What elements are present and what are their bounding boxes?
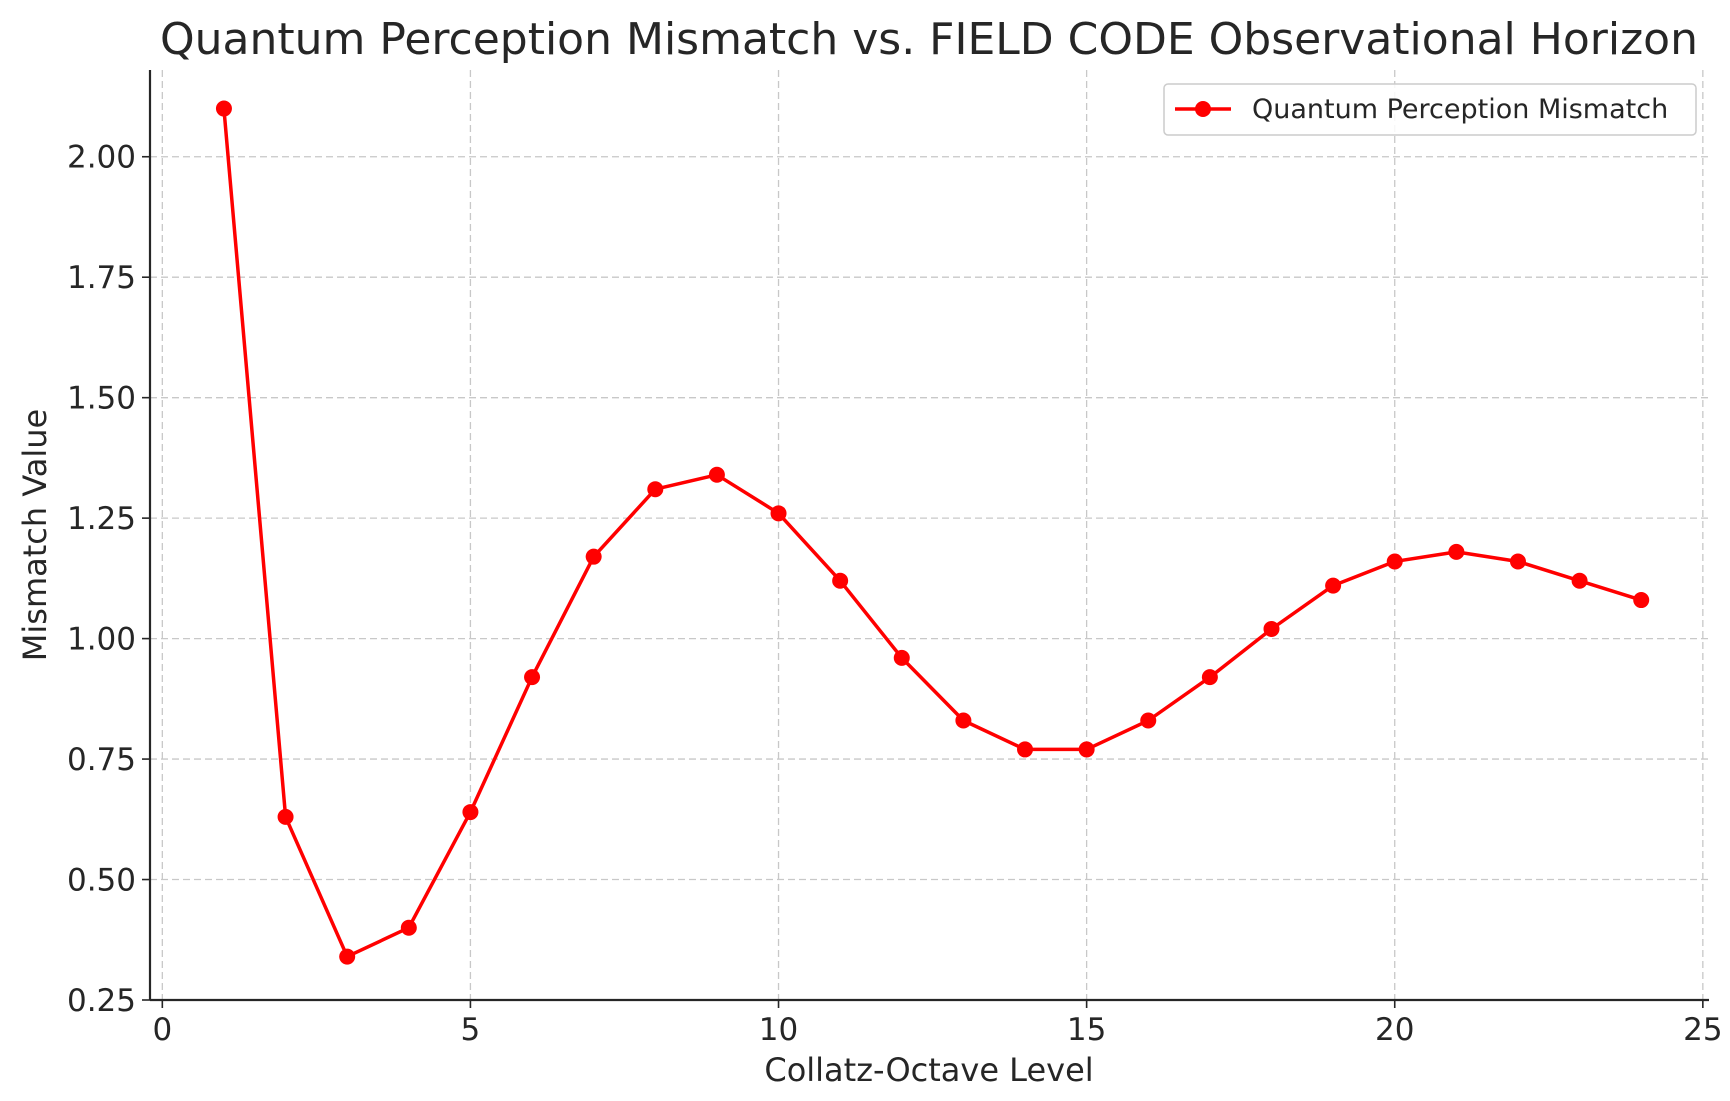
data-point [1325,577,1342,594]
x-tick-label: 10 [759,1012,798,1048]
y-tick-label: 0.25 [67,983,136,1019]
data-point [339,948,356,965]
x-tick-label: 0 [152,1012,172,1048]
data-point [955,712,972,729]
series-layer [215,100,1650,965]
data-point [1386,553,1403,570]
y-tick-label: 1.75 [67,260,136,296]
axes [142,70,1709,1008]
y-tick-label: 2.00 [67,140,136,176]
data-point [832,572,849,589]
x-axis-title: Collatz-Octave Level [764,1051,1093,1089]
y-tick-label: 0.50 [67,863,136,899]
x-tick-label: 15 [1067,1012,1106,1048]
data-point [770,505,787,522]
series-line [222,108,1642,959]
data-point [1201,669,1218,686]
data-point [1571,572,1588,589]
data-point [893,649,910,666]
tick-labels: 0 5 10 15 20 25 0.25 0.50 0.75 1.00 1.25 1.50 1.75 2.… [67,140,1723,1048]
legend-label: Quantum Perception Mismatch [1252,94,1668,125]
data-point [1017,741,1034,758]
data-point [524,669,541,686]
data-point [215,100,232,117]
legend-box [1163,83,1697,136]
data-point [1633,592,1650,609]
data-point [708,466,725,483]
data-point [462,804,479,821]
y-tick-label: 1.50 [67,381,136,417]
chart-title: Quantum Perception Mismatch vs. FIELD CO… [160,14,1698,65]
legend-marker-sample [1195,101,1211,117]
data-point [647,481,664,498]
data-point [277,808,294,825]
grid-lines [150,70,1709,1001]
x-tick-label: 5 [461,1012,481,1048]
data-point [1509,553,1526,570]
y-tick-label: 1.25 [67,501,136,537]
data-point [1448,543,1465,560]
y-tick-label: 1.00 [67,622,136,658]
y-axis-title: Mismatch Value [16,409,54,661]
y-tick-label: 0.75 [67,742,136,778]
data-point [1140,712,1157,729]
data-point [400,919,417,936]
data-point [1263,620,1280,637]
x-tick-label: 25 [1683,1012,1722,1048]
data-point [585,548,602,565]
legend: Quantum Perception Mismatch [1163,83,1697,136]
data-point [1078,741,1095,758]
x-tick-label: 20 [1375,1012,1414,1048]
